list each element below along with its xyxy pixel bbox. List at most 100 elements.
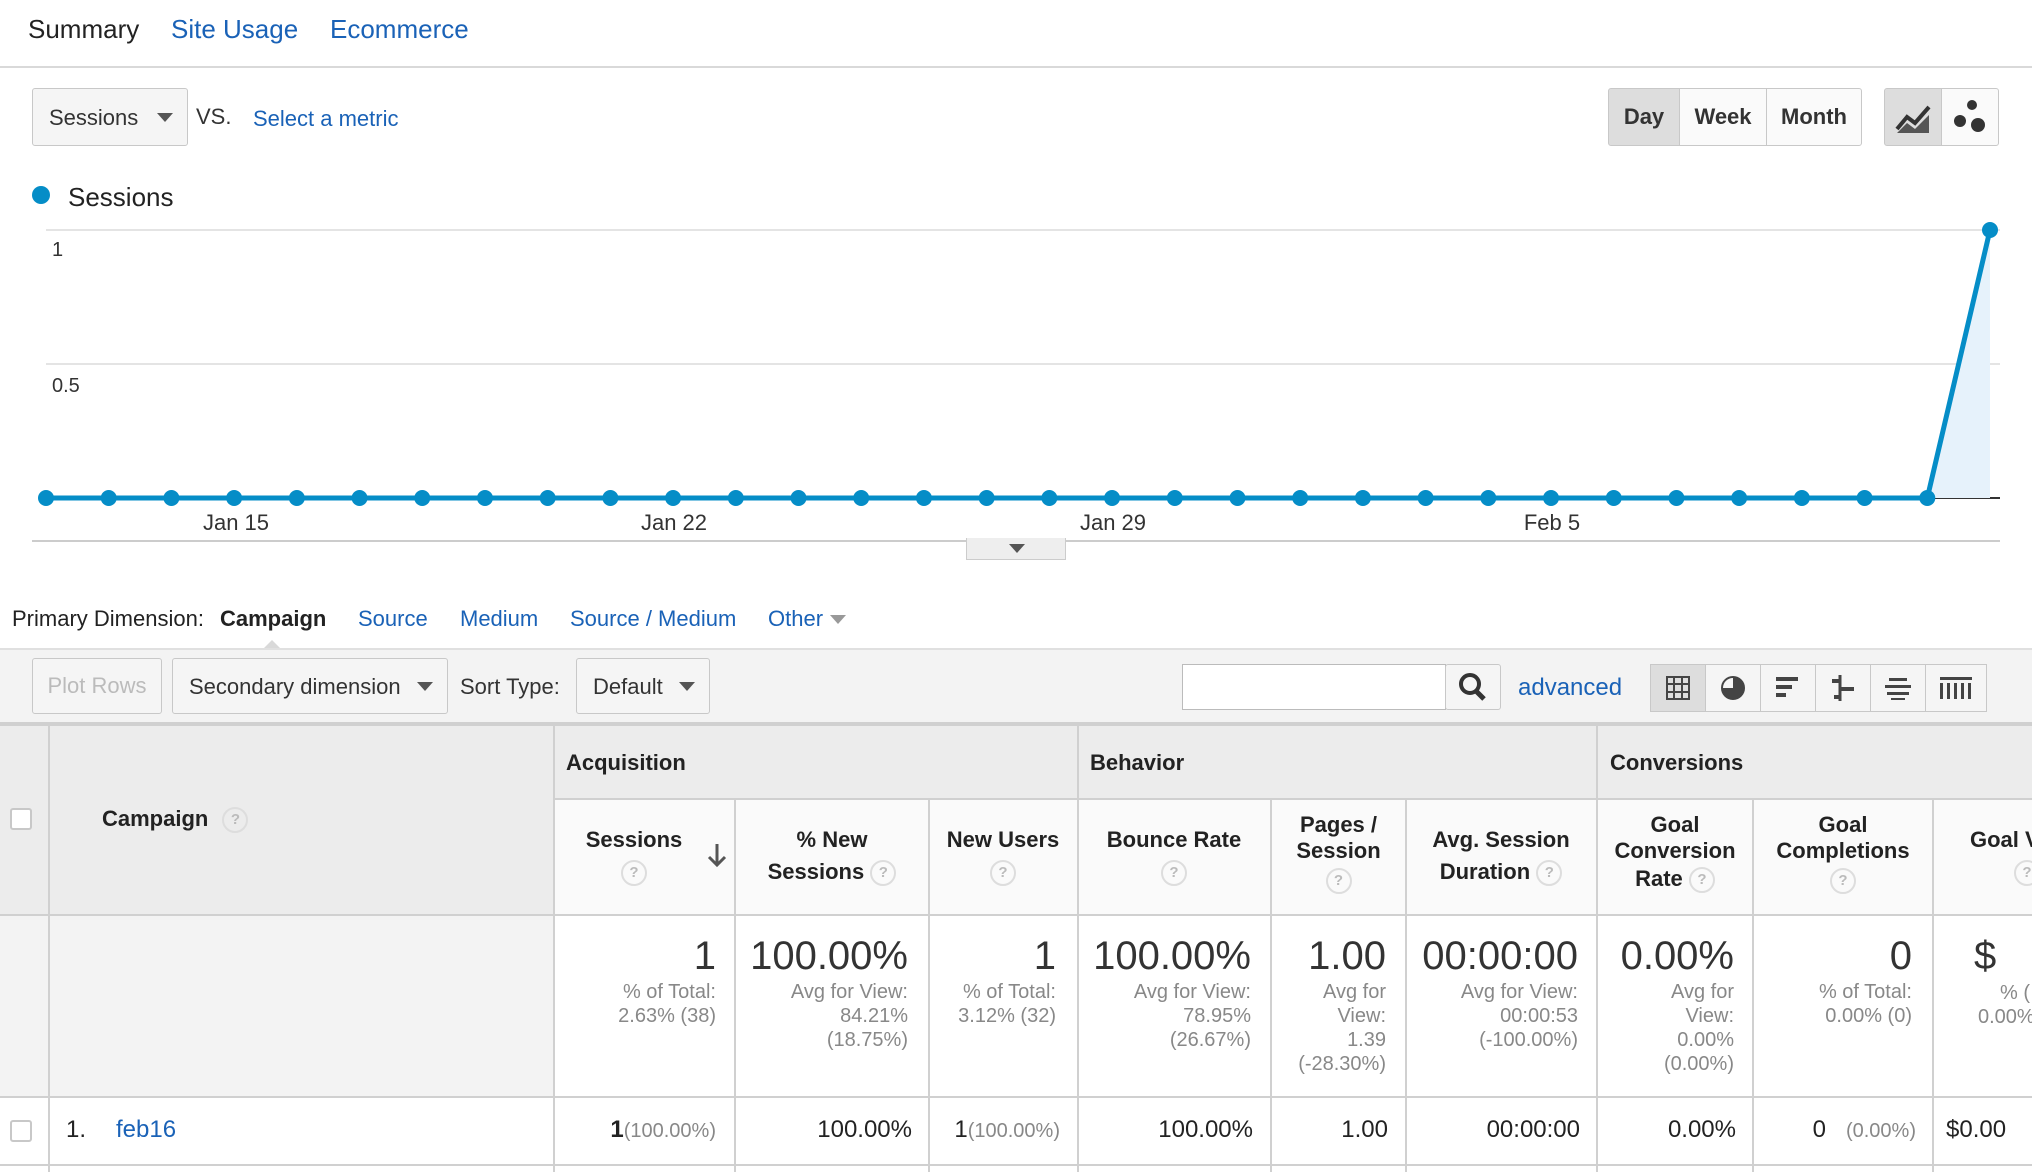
divider — [1270, 798, 1272, 1172]
sub-line: View: — [1337, 1005, 1386, 1027]
select-all-checkbox[interactable] — [10, 808, 32, 830]
divider — [1932, 798, 1934, 1172]
line-chart-icon — [1895, 105, 1931, 133]
x-tick-label: Feb 5 — [1524, 510, 1580, 535]
term-cloud-view-button[interactable] — [1870, 664, 1926, 712]
help-icon[interactable]: ? — [222, 807, 249, 834]
bounce-rate-column-header[interactable]: Bounce Rate ? — [1079, 824, 1269, 888]
tab-summary[interactable]: Summary — [28, 14, 140, 44]
table-subheader — [554, 800, 2032, 916]
new-users-column-header[interactable]: New Users ? — [930, 824, 1076, 888]
divider — [554, 798, 2032, 800]
motion-chart-button[interactable] — [1941, 88, 1999, 146]
goal-value-column-header[interactable]: Goal V ? — [1934, 824, 2032, 888]
help-icon[interactable]: ? — [990, 860, 1016, 887]
divider — [0, 1096, 2032, 1098]
search-button[interactable] — [1445, 664, 1501, 710]
day-button[interactable]: Day — [1608, 88, 1680, 146]
help-icon[interactable]: ? — [1688, 867, 1715, 894]
gc-header-line1: Goal — [1818, 812, 1868, 837]
sub-line: (26.67%) — [1169, 1029, 1251, 1051]
term-cloud-icon — [1885, 678, 1911, 700]
data-point — [1354, 490, 1371, 506]
help-icon[interactable]: ? — [1830, 868, 1856, 895]
select-metric-link[interactable]: Select a metric — [253, 106, 399, 131]
data-point — [1982, 222, 1998, 238]
sort-type-dropdown[interactable]: Default — [576, 658, 710, 714]
sub-line: 1.39 — [1347, 1029, 1386, 1051]
comparison-view-button[interactable] — [1815, 664, 1871, 712]
sessions-header-label: Sessions — [585, 827, 683, 852]
week-button[interactable]: Week — [1679, 88, 1767, 146]
sub-line: View: — [1685, 1005, 1734, 1027]
metric-dropdown[interactable]: Sessions — [32, 88, 188, 146]
row-campaign-link[interactable]: feb16 — [116, 1116, 177, 1143]
sort-descending-icon[interactable] — [704, 842, 730, 870]
total-new-users-sub: % of Total: 3.12% (32) — [934, 980, 1056, 1028]
pivot-view-button[interactable] — [1925, 664, 1987, 712]
campaign-column-header[interactable]: Campaign ? — [102, 806, 249, 834]
pct-new-header-line2: Sessions — [767, 859, 865, 884]
secondary-dimension-dropdown[interactable]: Secondary dimension — [172, 658, 448, 714]
data-point — [226, 490, 243, 506]
total-bounce-sub: Avg for View: 78.95% (26.67%) — [1083, 980, 1251, 1052]
avg-session-duration-column-header[interactable]: Avg. Session Duration ? — [1407, 824, 1595, 888]
table-search-input[interactable] — [1182, 664, 1446, 710]
total-pct-new: 100.00% — [750, 934, 908, 978]
total-bounce-rate: 100.00% — [1093, 934, 1251, 978]
pct-new-sessions-column-header[interactable]: % New Sessions ? — [736, 824, 928, 888]
dimension-source-medium[interactable]: Source / Medium — [570, 606, 737, 631]
tab-site-usage[interactable]: Site Usage — [171, 14, 299, 44]
month-button[interactable]: Month — [1766, 88, 1862, 146]
help-icon[interactable]: ? — [1536, 860, 1563, 887]
performance-view-button[interactable] — [1760, 664, 1816, 712]
help-icon[interactable]: ? — [870, 860, 897, 887]
divider — [0, 1164, 2032, 1166]
pct-new-header-line1: % New — [796, 827, 868, 852]
dimension-source[interactable]: Source — [358, 606, 428, 631]
row-checkbox[interactable] — [10, 1120, 32, 1142]
dimension-medium[interactable]: Medium — [460, 606, 539, 631]
data-point — [1229, 490, 1246, 506]
pages-session-column-header[interactable]: Pages / Session ? — [1272, 812, 1405, 896]
sessions-column-header[interactable]: Sessions ? — [556, 824, 712, 888]
divider — [1596, 724, 1598, 1172]
sub-line: % ( — [2000, 982, 2030, 1004]
divider — [928, 798, 930, 1172]
group-behavior: Behavior — [1090, 750, 1185, 775]
active-dimension-pointer — [262, 640, 282, 650]
sub-line: 2.63% (38) — [618, 1005, 716, 1027]
pie-view-button[interactable] — [1705, 664, 1761, 712]
plot-rows-button[interactable]: Plot Rows — [32, 658, 162, 714]
total-new-users: 1 — [1033, 934, 1056, 978]
data-point — [539, 490, 556, 506]
comparison-icon — [1832, 675, 1854, 701]
gcr-header-line3-wrap: Rate ? — [1598, 864, 1752, 894]
chevron-down-icon — [157, 113, 173, 122]
secondary-dimension-label: Secondary dimension — [189, 674, 401, 699]
totals-left-bg — [0, 916, 554, 1098]
sub-line: 0.00% — [1978, 1006, 2032, 1028]
pie-chart-icon — [1721, 676, 1745, 700]
goal-completions-column-header[interactable]: Goal Completions ? — [1754, 812, 1932, 896]
row-pages-session: 1.00 — [1341, 1116, 1388, 1143]
advanced-search-link[interactable]: advanced — [1518, 674, 1623, 701]
data-point — [1417, 490, 1434, 506]
table-view-button[interactable] — [1650, 664, 1706, 712]
grid-icon — [1666, 676, 1690, 700]
help-icon[interactable]: ? — [621, 860, 647, 887]
tab-ecommerce[interactable]: Ecommerce — [330, 14, 469, 44]
line-chart-button[interactable] — [1884, 88, 1942, 146]
sub-line: 0.00% — [1677, 1029, 1734, 1051]
series-line — [46, 229, 1993, 501]
total-pages-session: 1.00 — [1308, 934, 1386, 978]
help-icon[interactable]: ? — [1325, 868, 1352, 895]
data-point — [476, 490, 493, 506]
chart-collapse-handle[interactable] — [966, 538, 1066, 560]
pct-new-header-line2-wrap: Sessions ? — [736, 856, 928, 888]
help-icon[interactable]: ? — [1161, 860, 1187, 887]
goal-conversion-rate-column-header[interactable]: Goal Conversion Rate ? — [1598, 812, 1752, 894]
help-icon[interactable]: ? — [2014, 860, 2032, 887]
dimension-other[interactable]: Other — [768, 606, 824, 631]
chevron-down-icon — [1009, 544, 1025, 553]
